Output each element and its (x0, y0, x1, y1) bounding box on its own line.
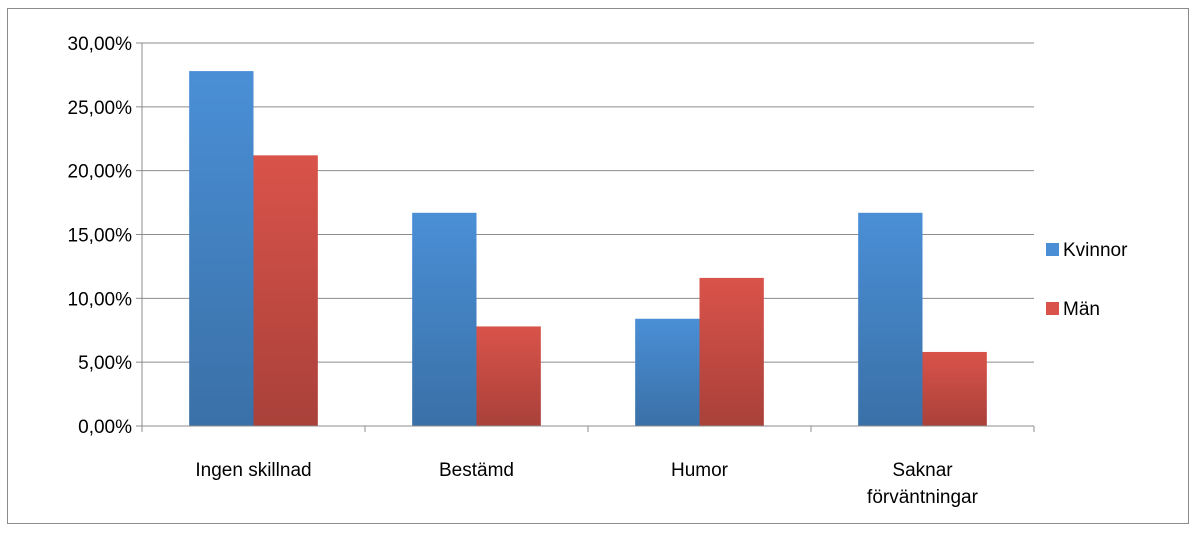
bar-m-n-3 (922, 351, 987, 426)
y-tick-label: 25,00% (68, 98, 133, 119)
bar-m-n-2 (699, 277, 764, 426)
legend-swatch (1046, 302, 1059, 315)
bar-kvinnor-2 (635, 318, 700, 426)
legend-swatch (1046, 243, 1059, 256)
bar-kvinnor-0 (189, 71, 254, 426)
bars (189, 71, 987, 426)
y-tick-labels: 0,00% 5,00% 10,00% 15,00% 20,00% 25,00% 30,00% (68, 34, 133, 438)
legend-label: Män (1063, 299, 1100, 320)
x-category-label: Saknar förväntningar (867, 460, 979, 508)
bar-kvinnor-3 (858, 212, 923, 426)
bar-m-n-0 (253, 155, 318, 426)
y-tick-label: 10,00% (68, 289, 133, 310)
y-tick-label: 0,00% (78, 417, 132, 438)
y-tick-label: 30,00% (68, 34, 133, 55)
y-tick-label: 15,00% (68, 226, 133, 247)
y-tick-label: 5,00% (78, 353, 132, 374)
bar-m-n-1 (476, 326, 541, 426)
x-category-label: Humor (671, 460, 729, 481)
axes (136, 42, 1035, 432)
x-category-labels: Ingen skillnad Bestämd Humor Saknar förväntn… (195, 460, 978, 508)
legend-label: Kvinnor (1063, 240, 1128, 261)
legend: Kvinnor Män (1046, 240, 1128, 320)
y-tick-label: 20,00% (68, 162, 133, 183)
x-category-label: Ingen skillnad (195, 460, 311, 481)
x-category-label: Bestämd (439, 460, 514, 481)
bar-kvinnor-1 (412, 212, 477, 426)
